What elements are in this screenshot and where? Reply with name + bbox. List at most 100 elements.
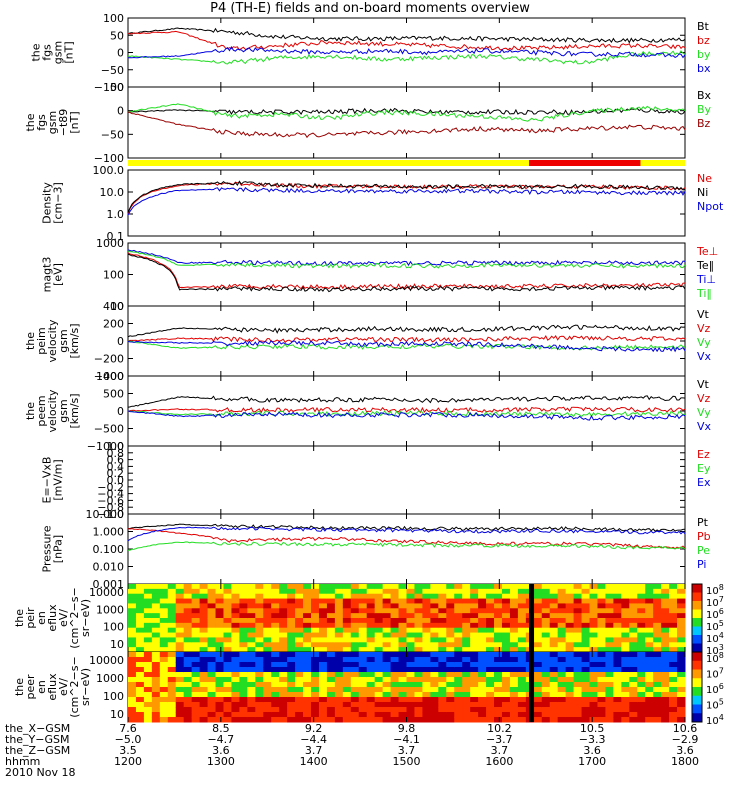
heatmap-cell — [462, 697, 471, 703]
heatmap-cell — [533, 702, 543, 708]
heatmap-cell — [597, 632, 606, 638]
heatmap-cell — [573, 584, 583, 590]
heatmap-cell — [486, 593, 495, 600]
heatmap-cell — [589, 647, 598, 653]
heatmap-cell — [557, 618, 567, 624]
heatmap-cell — [287, 593, 296, 600]
heatmap-cell — [629, 608, 638, 614]
heatmap-cell — [159, 593, 169, 600]
heatmap-cell — [509, 672, 519, 678]
heatmap-cell — [573, 667, 583, 673]
heatmap-cell — [398, 608, 407, 614]
heatmap-cell — [422, 588, 431, 595]
heatmap-cell — [645, 593, 654, 600]
heatmap-cell — [255, 652, 264, 658]
y-tick-label: −400 — [94, 370, 124, 383]
heatmap-cell — [422, 613, 431, 619]
heatmap-cell — [342, 632, 352, 638]
heatmap-cell — [311, 707, 320, 713]
heatmap-cell — [501, 662, 511, 668]
plot-date: 2010 Nov 18 — [5, 766, 76, 779]
heatmap-cell — [143, 667, 153, 673]
heatmap-cell — [183, 603, 193, 609]
heatmap-cell — [541, 702, 551, 708]
heatmap-cell — [478, 717, 487, 723]
series-vy-line — [127, 340, 686, 351]
heatmap-cell — [661, 637, 670, 643]
heatmap-cell — [151, 642, 161, 648]
heatmap-cell — [446, 584, 455, 590]
data-gap — [529, 584, 535, 652]
heatmap-cell — [430, 593, 439, 600]
y-tick-label: 100 — [103, 690, 124, 703]
heatmap-cell — [589, 652, 598, 658]
heatmap-cell — [573, 662, 583, 668]
heatmap-cell — [621, 717, 630, 723]
heatmap-cell — [167, 598, 177, 604]
heatmap-cell — [430, 672, 439, 678]
y-tick-label: 0.8 — [107, 447, 125, 460]
heatmap-cell — [533, 598, 543, 604]
heatmap-cell — [191, 632, 201, 638]
colorbar-segment — [692, 687, 702, 697]
heatmap-cell — [517, 622, 527, 629]
y-tick-label: 10000 — [89, 654, 124, 667]
heatmap-cell — [494, 667, 503, 673]
heatmap-cell — [287, 647, 296, 653]
heatmap-cell — [334, 712, 344, 718]
heatmap-cell — [167, 588, 177, 595]
heatmap-cell — [597, 652, 606, 658]
heatmap-cell — [215, 593, 224, 600]
heatmap-cell — [637, 652, 646, 658]
heatmap-cell — [454, 622, 463, 629]
heatmap-cell — [470, 652, 479, 658]
legend-pi: Pi — [697, 558, 706, 571]
heatmap-cell — [318, 588, 328, 595]
heatmap-cell — [621, 702, 630, 708]
heatmap-cell — [557, 642, 567, 648]
heatmap-cell — [414, 692, 423, 698]
heatmap-cell — [311, 652, 320, 658]
heatmap-cell — [334, 652, 344, 658]
heatmap-cell — [486, 672, 495, 678]
heatmap-cell — [231, 637, 240, 643]
heatmap-cell — [247, 667, 256, 673]
heatmap-cell — [430, 657, 439, 663]
heatmap-cell — [128, 717, 137, 723]
heatmap-cell — [191, 652, 201, 658]
heatmap-cell — [621, 598, 630, 604]
heatmap-cell — [501, 717, 511, 723]
heatmap-cell — [637, 642, 646, 648]
heatmap-cell — [677, 618, 686, 624]
heatmap-cell — [287, 598, 296, 604]
heatmap-cell — [207, 712, 217, 718]
heatmap-cell — [159, 637, 169, 643]
heatmap-cell — [191, 618, 201, 624]
heatmap-cell — [151, 672, 161, 678]
heatmap-cell — [135, 608, 145, 614]
heatmap-cell — [597, 662, 606, 668]
heatmap-cell — [390, 682, 400, 688]
series-ti-line — [127, 250, 686, 269]
heatmap-cell — [342, 662, 352, 668]
heatmap-cell — [470, 662, 479, 668]
heatmap-cell — [541, 712, 551, 718]
heatmap-cell — [494, 707, 503, 713]
heatmap-cell — [565, 622, 575, 629]
heatmap-cell — [374, 707, 384, 713]
heatmap-cell — [597, 682, 606, 688]
heatmap-cell — [263, 618, 272, 624]
heatmap-cell — [478, 667, 487, 673]
heatmap-cell — [128, 712, 137, 718]
heatmap-cell — [533, 697, 543, 703]
heatmap-cell — [215, 702, 224, 708]
heatmap-cell — [661, 608, 670, 614]
heatmap-cell — [597, 712, 606, 718]
heatmap-cell — [653, 588, 662, 595]
heatmap-cell — [637, 647, 646, 653]
heatmap-cell — [422, 593, 431, 600]
heatmap-cell — [303, 702, 312, 708]
heatmap-cell — [255, 632, 264, 638]
heatmap-cell — [311, 677, 320, 683]
heatmap-cell — [175, 682, 185, 688]
